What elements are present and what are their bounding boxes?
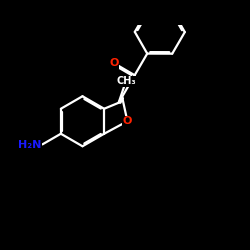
Text: O: O xyxy=(123,116,132,126)
Text: H₂N: H₂N xyxy=(18,140,41,150)
Text: CH₃: CH₃ xyxy=(116,76,136,86)
Text: O: O xyxy=(110,58,119,68)
